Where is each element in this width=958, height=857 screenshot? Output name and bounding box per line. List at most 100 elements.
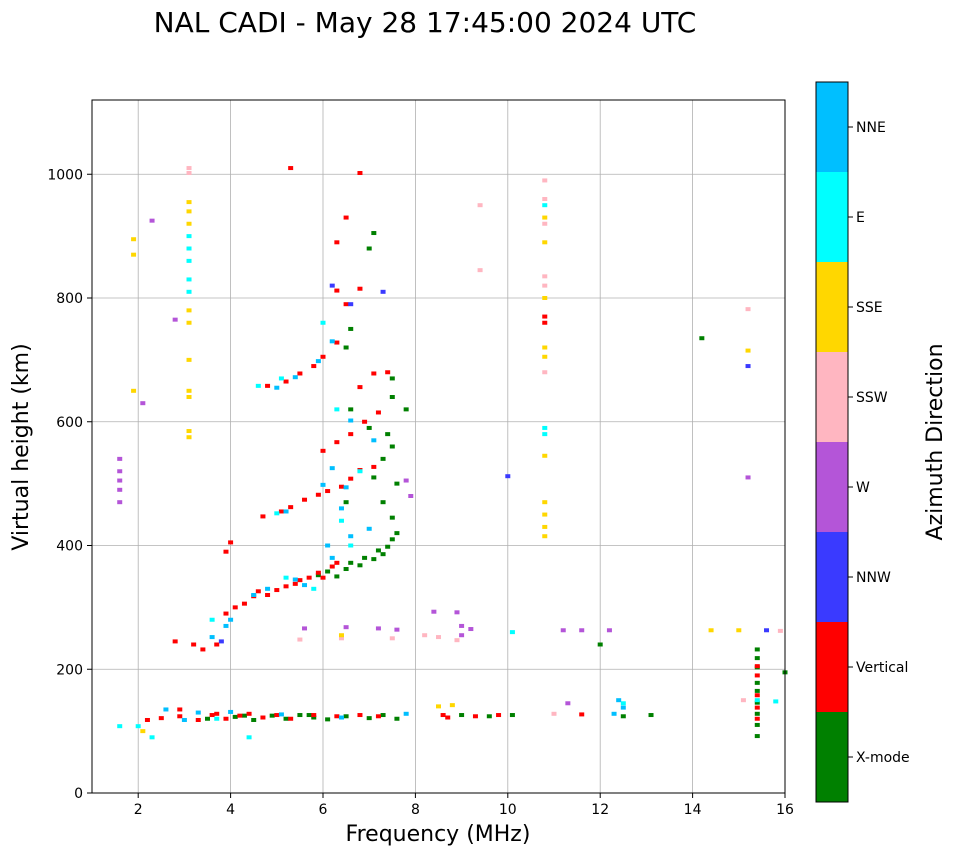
data-point bbox=[131, 252, 137, 257]
data-point bbox=[214, 716, 220, 721]
data-point bbox=[348, 560, 354, 565]
data-point bbox=[773, 699, 779, 704]
data-point bbox=[117, 456, 123, 461]
chart-title: NAL CADI - May 28 17:45:00 2024 UTC bbox=[154, 6, 697, 39]
plot-area-frame bbox=[91, 99, 786, 794]
data-point bbox=[246, 711, 252, 716]
data-point bbox=[505, 474, 511, 479]
colorbar-tick-label: Vertical bbox=[856, 660, 908, 676]
data-point bbox=[311, 364, 317, 369]
data-point bbox=[542, 512, 548, 517]
data-point bbox=[394, 481, 400, 486]
data-point bbox=[343, 345, 349, 350]
data-point bbox=[348, 476, 354, 481]
data-point bbox=[754, 688, 760, 693]
data-point bbox=[214, 711, 220, 716]
data-point bbox=[343, 500, 349, 505]
data-point bbox=[228, 540, 234, 545]
data-point bbox=[334, 407, 340, 412]
data-point bbox=[542, 240, 548, 245]
data-point bbox=[117, 487, 123, 492]
data-point bbox=[209, 635, 215, 640]
data-point bbox=[440, 713, 446, 718]
data-point bbox=[754, 716, 760, 721]
data-point bbox=[380, 456, 386, 461]
data-point bbox=[117, 724, 123, 729]
data-point bbox=[403, 711, 409, 716]
colorbar-tick-label: NNE bbox=[856, 120, 886, 136]
data-point bbox=[302, 497, 308, 502]
data-point bbox=[431, 609, 437, 614]
data-point bbox=[389, 444, 395, 449]
data-point bbox=[186, 277, 192, 282]
data-point bbox=[542, 425, 548, 430]
data-point bbox=[117, 469, 123, 474]
data-point bbox=[140, 729, 146, 734]
data-point bbox=[371, 371, 377, 376]
data-point bbox=[186, 388, 192, 393]
data-point bbox=[292, 577, 298, 582]
data-point bbox=[764, 628, 770, 633]
data-point bbox=[445, 715, 451, 720]
data-point bbox=[135, 724, 141, 729]
data-point bbox=[297, 713, 303, 718]
data-point bbox=[251, 593, 257, 597]
series-x-mode bbox=[205, 231, 788, 739]
data-point bbox=[357, 469, 363, 474]
colorbar-segment bbox=[816, 82, 848, 172]
colorbar-segment bbox=[816, 532, 848, 622]
data-point bbox=[380, 713, 386, 718]
data-point bbox=[366, 425, 372, 430]
data-point bbox=[246, 735, 252, 740]
data-point bbox=[288, 166, 294, 171]
colorbar-tick-label: SSW bbox=[856, 390, 888, 406]
data-point bbox=[186, 320, 192, 325]
data-point bbox=[195, 710, 201, 715]
data-point bbox=[177, 714, 183, 719]
data-point bbox=[297, 371, 303, 376]
data-point bbox=[542, 370, 548, 375]
data-point bbox=[380, 500, 386, 505]
data-point bbox=[389, 376, 395, 381]
data-point bbox=[334, 240, 340, 245]
data-point bbox=[117, 478, 123, 483]
data-point bbox=[375, 626, 381, 631]
data-point bbox=[343, 625, 349, 630]
colorbar-tick-label: NNW bbox=[856, 570, 891, 586]
colorbar-tick-label: X-mode bbox=[856, 750, 910, 766]
x-axis-label: Frequency (MHz) bbox=[346, 822, 531, 847]
data-point bbox=[177, 707, 183, 712]
data-point bbox=[542, 296, 548, 300]
data-point bbox=[542, 432, 548, 437]
data-point bbox=[186, 209, 192, 214]
x-tick-label: 6 bbox=[319, 802, 328, 818]
data-point bbox=[343, 215, 349, 220]
y-axis-ticks: 0 200 400 600 800 1000 bbox=[47, 167, 92, 802]
data-point bbox=[329, 564, 335, 569]
data-point bbox=[205, 716, 210, 721]
data-point bbox=[334, 440, 340, 445]
colorbar-frame bbox=[815, 81, 849, 803]
y-tick-label: 800 bbox=[56, 291, 83, 307]
data-point bbox=[542, 274, 548, 279]
data-point bbox=[740, 698, 746, 703]
data-point bbox=[306, 713, 312, 718]
data-point bbox=[334, 288, 340, 293]
data-point bbox=[560, 628, 566, 633]
data-point bbox=[338, 484, 344, 489]
data-point bbox=[274, 713, 280, 718]
data-point bbox=[302, 626, 308, 631]
data-point bbox=[149, 735, 155, 740]
data-point bbox=[163, 707, 169, 712]
data-point bbox=[325, 489, 331, 494]
data-point bbox=[542, 203, 548, 208]
data-point bbox=[579, 712, 585, 717]
data-point bbox=[422, 633, 428, 638]
data-point bbox=[362, 419, 368, 424]
colorbar-segment bbox=[816, 352, 848, 442]
data-point bbox=[186, 166, 192, 171]
data-point bbox=[357, 713, 363, 718]
data-point bbox=[265, 593, 271, 597]
colorbar-segment bbox=[816, 442, 848, 532]
data-point bbox=[468, 627, 474, 632]
